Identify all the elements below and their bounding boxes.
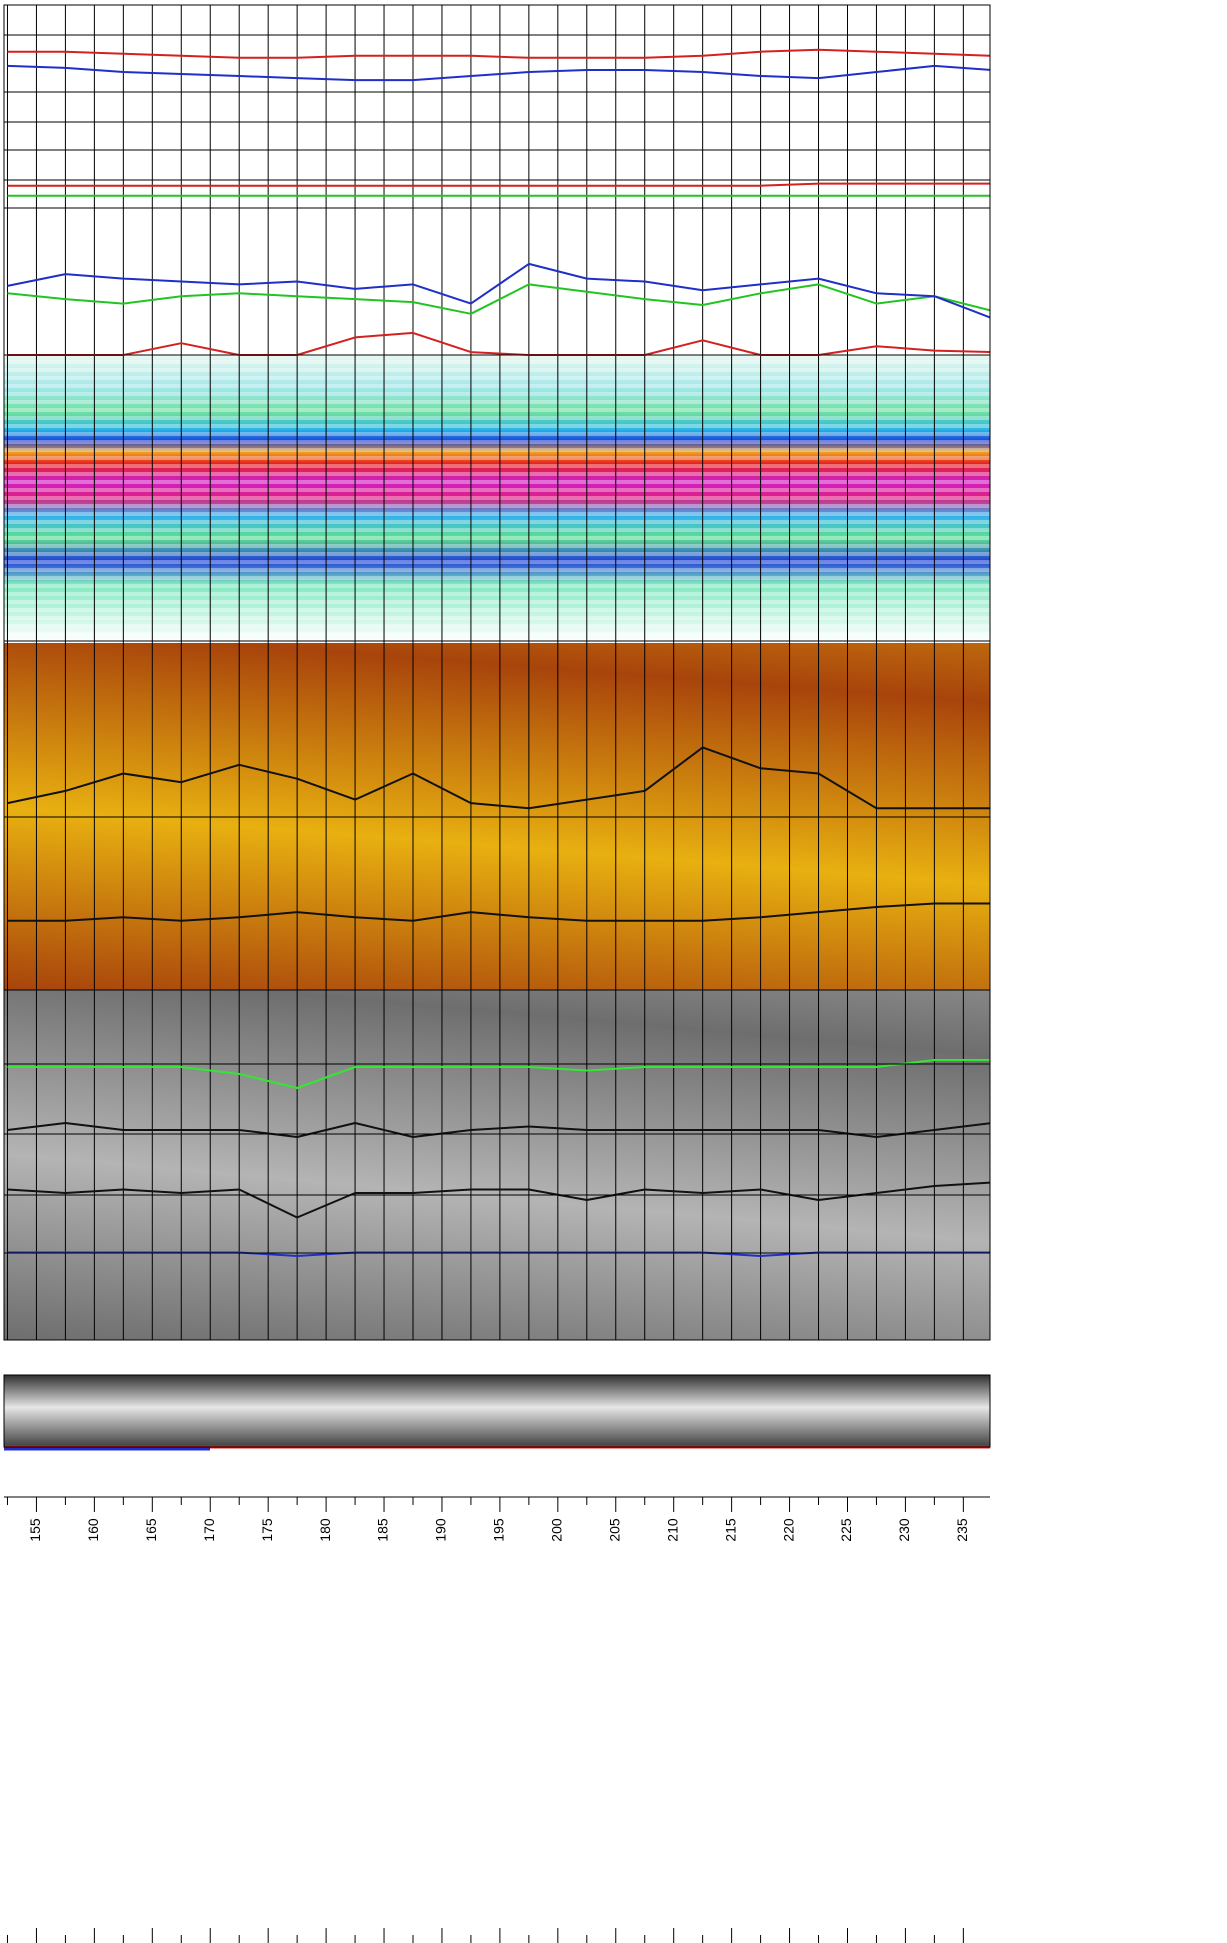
tick-label: 190	[433, 1518, 449, 1542]
tick-label: 180	[317, 1518, 333, 1542]
tick-label: 210	[664, 1518, 680, 1542]
tick-label: 220	[780, 1518, 796, 1542]
tick-label: 205	[606, 1518, 622, 1542]
depth-axis: 155 160 165 170 175 180 185 190 195 200 205 210 215 2…	[7, 1497, 970, 1943]
tick-label: 215	[722, 1518, 738, 1542]
tick-label: 155	[27, 1518, 43, 1542]
tick-label: 200	[549, 1518, 565, 1542]
log-display: 155 160 165 170 175 180 185 190 195 200 205 210 215 2…	[0, 0, 1227, 1943]
tick-label: 225	[838, 1518, 854, 1542]
tick-label: 165	[143, 1518, 159, 1542]
tick-label: 170	[201, 1518, 217, 1542]
tick-label: 175	[259, 1518, 275, 1542]
tick-label: 235	[954, 1518, 970, 1542]
tick-label: 230	[896, 1518, 912, 1542]
tick-label: 160	[85, 1518, 101, 1542]
pipe-image	[4, 1375, 990, 1447]
tick-label: 185	[375, 1518, 391, 1542]
tick-label: 195	[491, 1518, 507, 1542]
